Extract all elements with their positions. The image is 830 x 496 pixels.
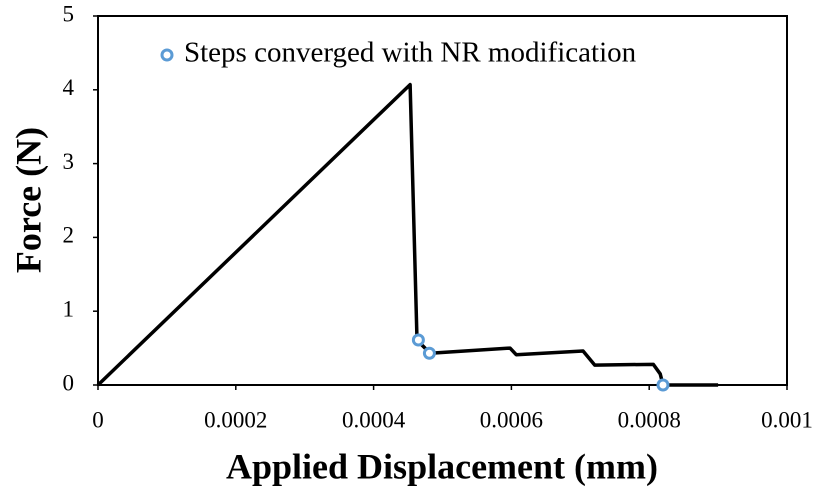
y-tick-label: 1 (63, 296, 75, 321)
y-tick-label: 2 (63, 223, 75, 248)
plot-frame (97, 15, 788, 386)
x-tick-label: 0.0008 (618, 407, 681, 432)
y-tick-label: 3 (63, 149, 75, 174)
x-tick-label: 0.0006 (480, 407, 543, 432)
legend-marker (160, 48, 174, 62)
y-axis-title: Force (N) (8, 127, 48, 273)
data-marker (656, 378, 670, 392)
x-tick-label: 0.0002 (204, 407, 267, 432)
x-tick-label: 0.001 (761, 407, 813, 432)
x-tick-label: 0.0004 (342, 407, 406, 432)
y-tick-label: 4 (63, 75, 75, 100)
x-tick-label: 0 (92, 407, 104, 432)
x-axis-title: Applied Displacement (mm) (226, 446, 658, 486)
y-tick-label: 0 (63, 370, 75, 395)
data-marker (411, 333, 425, 347)
data-marker (422, 346, 436, 360)
data-line (96, 82, 719, 387)
y-tick-label: 5 (63, 1, 75, 26)
legend-label: Steps converged with NR modification (184, 37, 637, 69)
